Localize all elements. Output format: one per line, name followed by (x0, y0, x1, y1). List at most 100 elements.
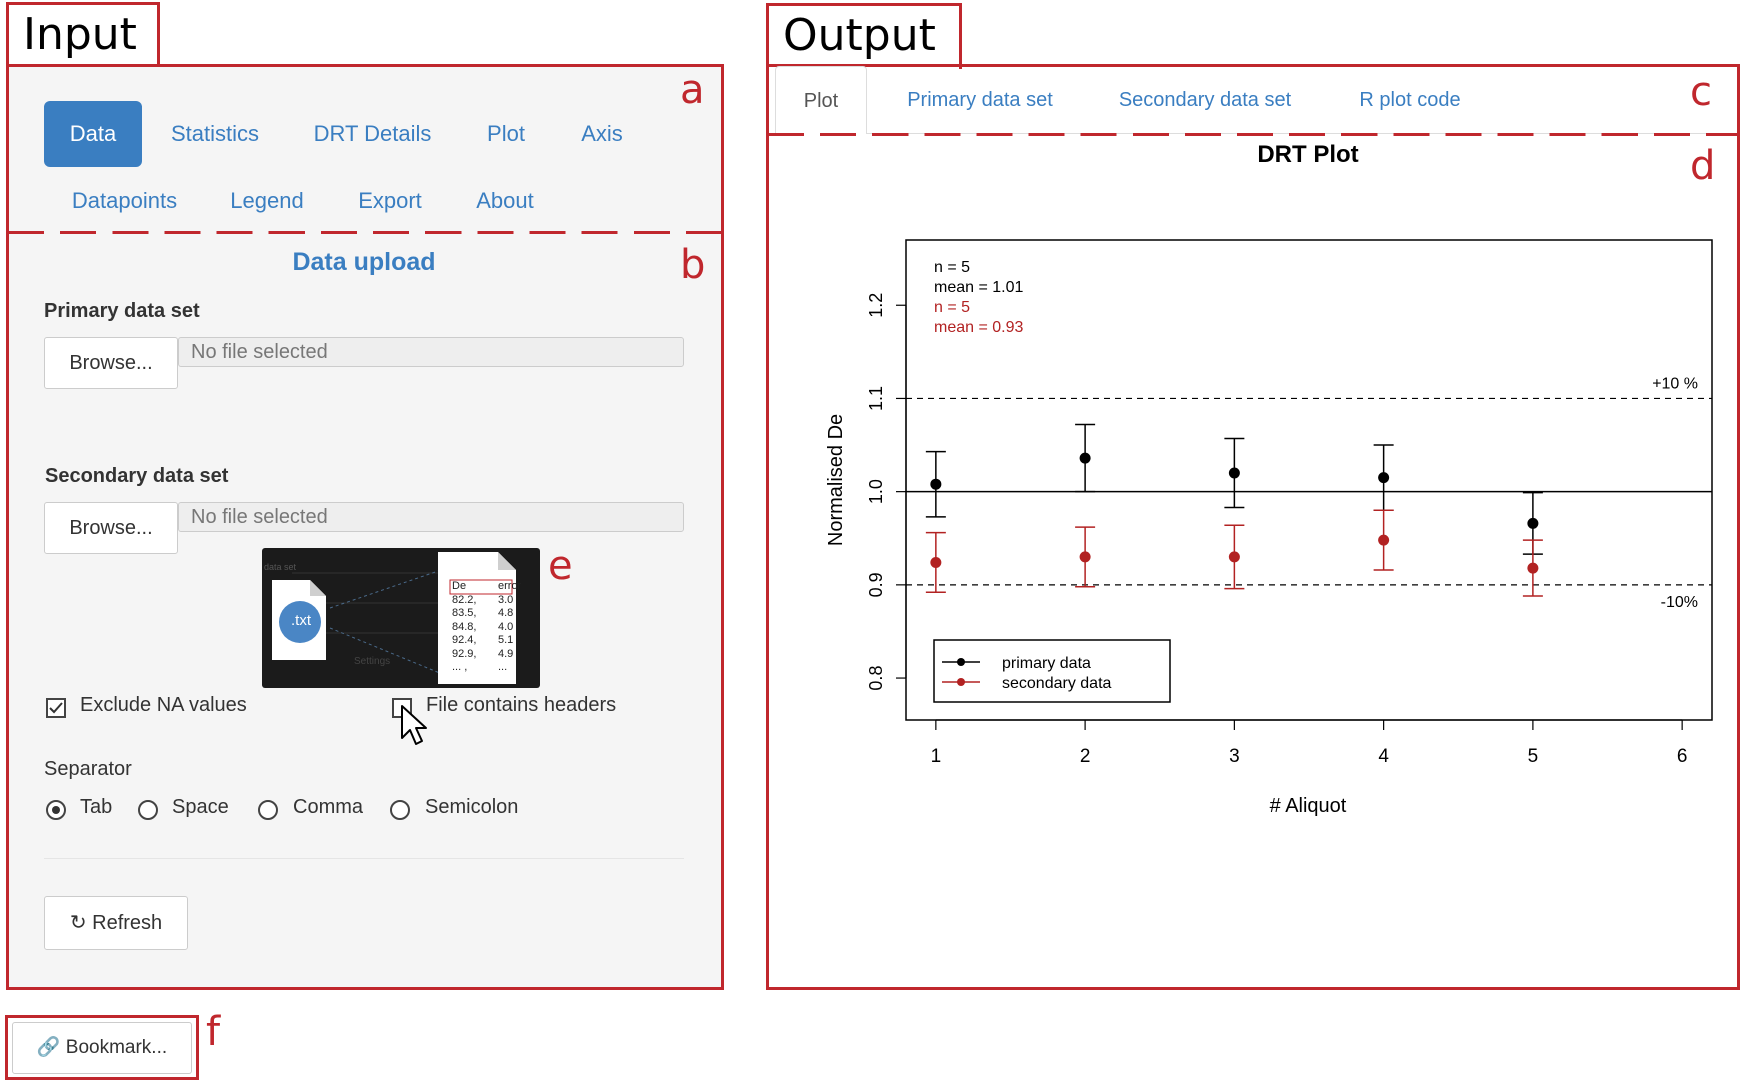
output-panel (766, 64, 1740, 990)
tooltip-cell: 92.4, (452, 634, 477, 646)
primary-browse-button[interactable]: Browse... (44, 337, 178, 389)
y-axis-label: Normalised De (825, 414, 847, 546)
x-tick-label: 1 (931, 746, 942, 767)
stats-text: n = 5 (934, 259, 970, 276)
secondary-data-point (930, 556, 942, 568)
tooltip-small-text-1: data set (264, 562, 297, 572)
x-axis-label: # Aliquot (1270, 795, 1347, 817)
exclude-na-label: Exclude NA values (80, 694, 247, 716)
output-section-label: Output (766, 3, 962, 69)
tooltip-header-error: error (498, 580, 522, 592)
txt-file-tag: .txt (290, 612, 311, 629)
legend-label: primary data (1002, 655, 1091, 672)
tooltip-cell: ... (498, 661, 508, 673)
marker-e: e (548, 543, 573, 589)
legend-marker (957, 678, 965, 686)
primary-data-point (1378, 472, 1390, 484)
radio-space-label: Space (172, 796, 229, 818)
marker-d: d (1690, 143, 1716, 189)
refresh-label: Refresh (92, 912, 163, 934)
tooltip-cell: 3.0 (498, 593, 514, 606)
tab-drt-details[interactable]: DRT Details (313, 121, 432, 146)
tooltip-cell: 92.9, (452, 647, 477, 660)
primary-data-point (930, 478, 942, 490)
separator-label: Separator (44, 758, 132, 780)
tab-statistics[interactable]: Statistics (170, 121, 260, 146)
divider-a-b (9, 231, 721, 234)
file-format-illustration (272, 552, 516, 684)
primary-data-point (1228, 467, 1240, 479)
marker-b: b (680, 242, 706, 288)
stats-text: mean = 0.93 (934, 319, 1024, 336)
input-section-label: Input (6, 2, 160, 68)
tab-legend[interactable]: Legend (230, 188, 304, 213)
upper-bound-label: +10 % (1652, 375, 1698, 392)
x-tick-label: 4 (1378, 746, 1389, 767)
tooltip-cell: 4.8 (498, 607, 514, 619)
tab-datapoints[interactable]: Datapoints (71, 188, 178, 213)
drt-plot: DRT Plot +10 % -10% 1 2 3 4 5 6 # Aliquot 0.8 0.9 1.… (825, 141, 1713, 817)
secondary-data-point (1228, 551, 1240, 563)
bookmark-button[interactable]: 🔗 Bookmark... (12, 1022, 192, 1074)
y-tick-label: 1.1 (866, 386, 886, 411)
legend-label: secondary data (1002, 675, 1112, 692)
tooltip-header-de: De (452, 580, 467, 592)
tab-export[interactable]: Export (358, 188, 422, 213)
file-headers-label: File contains headers (426, 694, 617, 716)
refresh-button[interactable]: ↻ Refresh (44, 896, 188, 950)
primary-data-point (1079, 452, 1091, 464)
y-tick-label: 0.9 (866, 572, 886, 597)
form-divider (44, 858, 684, 859)
tooltip-cell: 83.5, (452, 607, 477, 619)
tab-plot[interactable]: Plot (487, 121, 525, 146)
tooltip-cell: 4.9 (498, 647, 514, 660)
output-tab-primary-data[interactable]: Primary data set (907, 89, 1053, 111)
output-tab-r-plot-code[interactable]: R plot code (1359, 89, 1461, 111)
x-tick-label: 3 (1229, 746, 1240, 767)
tooltip-small-text-2: Settings (354, 656, 391, 667)
radio-tab-label: Tab (80, 796, 113, 818)
radio-comma-label: Comma (293, 796, 364, 818)
radio-semicolon[interactable] (390, 800, 410, 820)
radio-semicolon-label: Semicolon (425, 796, 519, 818)
legend-marker (957, 658, 965, 666)
divider-c-d (769, 133, 1737, 136)
data-upload-title: Data upload (292, 248, 436, 276)
txt-file-icon (279, 601, 321, 643)
tooltip-cell: 84.8, (452, 620, 477, 633)
chart-title: DRT Plot (1257, 141, 1358, 168)
checkmark-icon (49, 702, 63, 714)
marker-c: c (1690, 69, 1712, 115)
output-tab-secondary-data[interactable]: Secondary data set (1118, 89, 1292, 111)
primary-data-label: Primary data set (44, 300, 200, 322)
tooltip-cell: 4.0 (498, 620, 514, 633)
primary-data-point (1527, 517, 1539, 529)
x-tick-label: 2 (1080, 746, 1091, 767)
tooltip-cell: ... , (452, 661, 468, 673)
mouse-cursor-icon (401, 705, 427, 745)
tab-axis[interactable]: Axis (581, 121, 623, 146)
secondary-browse-button[interactable]: Browse... (44, 502, 178, 554)
exclude-na-checkbox[interactable] (46, 698, 66, 718)
radio-space[interactable] (138, 800, 158, 820)
tab-data[interactable]: Data (44, 101, 142, 167)
marker-a: a (680, 67, 705, 113)
x-tick-label: 5 (1528, 746, 1539, 767)
tooltip-table: De error 82.2, 3.0 83.5, 4.8 84.8, 4.0 92.4,… (452, 580, 521, 675)
lower-bound-label: -10% (1661, 594, 1698, 611)
radio-tab[interactable] (46, 800, 66, 820)
stats-text: n = 5 (934, 299, 970, 316)
stats-text: mean = 1.01 (934, 279, 1024, 296)
tab-about[interactable]: About (476, 188, 534, 213)
refresh-icon: ↻ (69, 912, 87, 934)
marker-f: f (206, 1009, 221, 1055)
radio-comma[interactable] (258, 800, 278, 820)
y-tick-label: 1.0 (866, 479, 886, 504)
tooltip-cell: 5.1 (498, 634, 514, 646)
bookmark-label: Bookmark... (65, 1037, 168, 1058)
secondary-data-point (1079, 551, 1091, 563)
y-tick-label: 0.8 (866, 666, 886, 691)
output-tab-plot[interactable]: Plot (775, 66, 867, 134)
y-tick-label: 1.2 (866, 293, 886, 318)
secondary-data-label: Secondary data set (45, 465, 229, 487)
